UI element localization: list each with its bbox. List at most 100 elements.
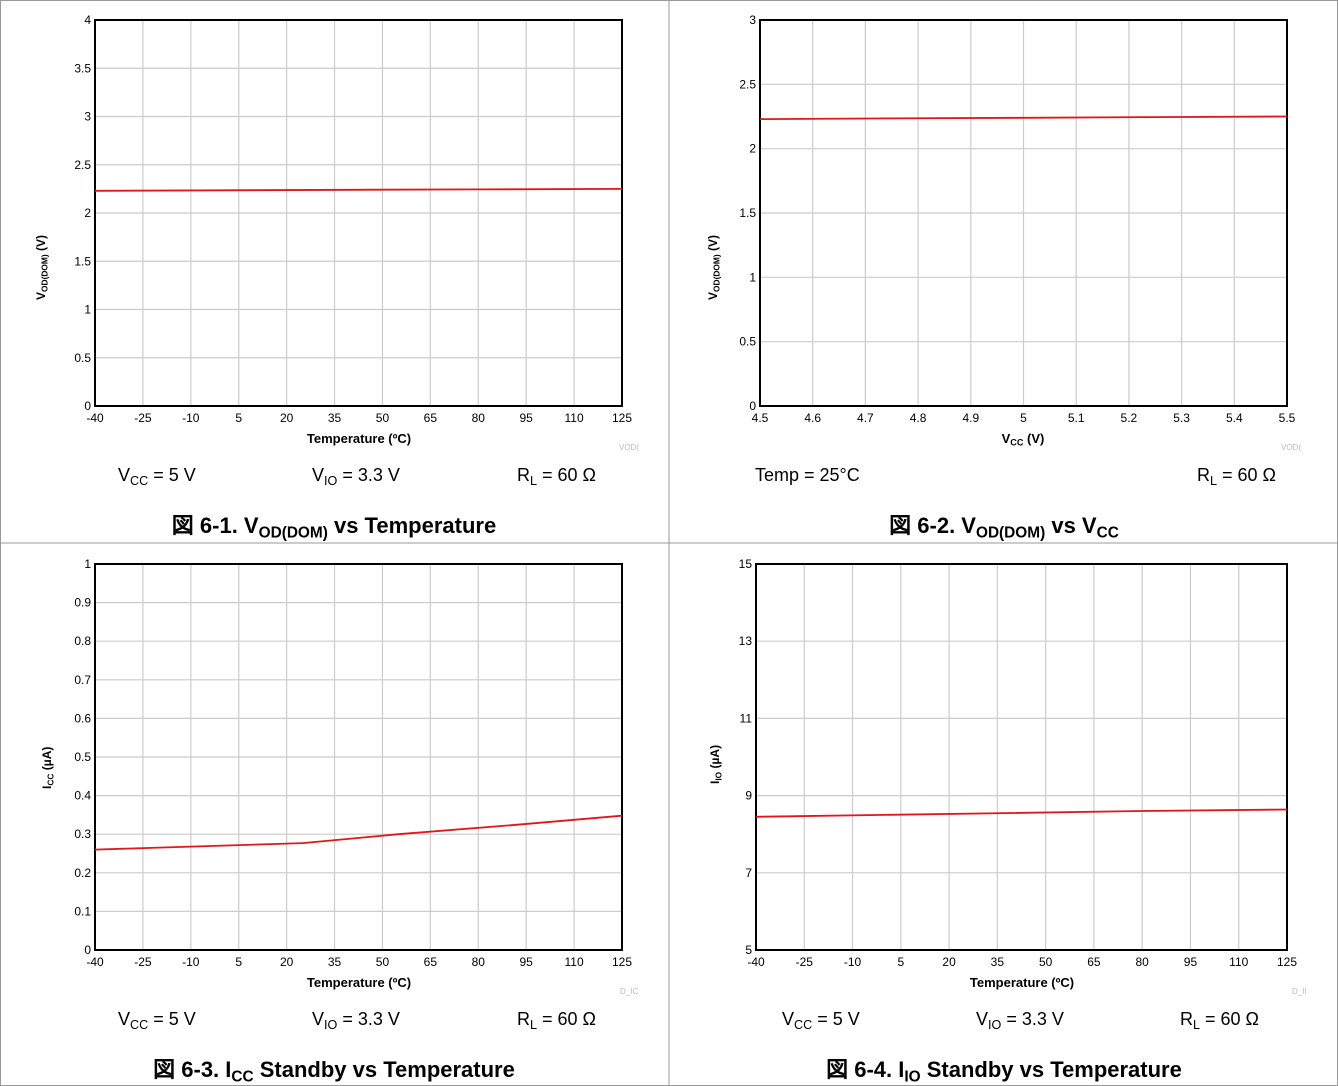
series-line bbox=[759, 115, 1288, 120]
x-tick-label: 4.7 bbox=[857, 411, 874, 425]
y-tick-label: 4 bbox=[84, 13, 91, 27]
y-axis-label: VOD(DOM) (V) bbox=[34, 234, 50, 300]
y-tick-label: 13 bbox=[739, 634, 753, 648]
y-tick-label: 0.5 bbox=[74, 750, 91, 764]
x-axis-label: Temperature (ºC) bbox=[306, 431, 412, 446]
x-tick-label: 80 bbox=[472, 955, 486, 969]
x-tick-label: 35 bbox=[328, 955, 342, 969]
condition-temp: Temp = 25°C bbox=[755, 465, 860, 485]
y-tick-label: 1.5 bbox=[739, 206, 756, 220]
x-tick-label: 20 bbox=[280, 411, 294, 425]
y-tick-label: 0.5 bbox=[74, 351, 91, 365]
condition-rl: RL = 60 Ω bbox=[517, 1009, 597, 1032]
y-tick-label: 0.9 bbox=[74, 596, 91, 610]
x-tick-label: 5.5 bbox=[1279, 411, 1296, 425]
x-tick-label: 80 bbox=[1136, 955, 1150, 969]
x-tick-label: -40 bbox=[747, 955, 765, 969]
plot-frame bbox=[94, 563, 623, 951]
y-tick-label: 11 bbox=[740, 711, 753, 725]
chart-svg-1: -40 -25 -10 5 20 35 50 65 80 95 110 125 0 0.5 1 1.5 2 2.5… bbox=[74, 13, 632, 425]
figure-id: VOD( bbox=[619, 443, 639, 452]
chart-svg-3: -40 -25 -10 5 20 35 50 65 80 95 110 125 0 0.1 0.2 0.3 0.… bbox=[74, 557, 632, 969]
y-axis-label: ICC (µA) bbox=[40, 746, 56, 789]
series-line bbox=[755, 808, 1288, 818]
y-tick-label: 0.7 bbox=[74, 673, 91, 687]
y-tick-label: 0.3 bbox=[74, 827, 91, 841]
y-tick-label: 3 bbox=[749, 13, 756, 27]
y-tick-label: 2 bbox=[749, 142, 756, 156]
chart-svg-2: 4.5 4.6 4.7 4.8 4.9 5 5.1 5.2 5.3 5.4 5.5 0 0.5 1 1.5 2… bbox=[739, 13, 1296, 425]
x-tick-label: 110 bbox=[565, 411, 584, 425]
x-axis-label: Temperature (ºC) bbox=[306, 975, 412, 990]
y-tick-label: 1 bbox=[84, 557, 91, 571]
y-tick-label: 2.5 bbox=[74, 158, 91, 172]
x-tick-label: 5 bbox=[235, 411, 242, 425]
figure-id: D_IC bbox=[620, 987, 639, 996]
y-tick-label: 2.5 bbox=[739, 77, 756, 91]
figure-id: VOD( bbox=[1281, 443, 1301, 452]
x-tick-label: 5.2 bbox=[1121, 411, 1138, 425]
x-tick-label: -40 bbox=[86, 411, 104, 425]
x-tick-label: 65 bbox=[424, 411, 438, 425]
x-tick-label: -10 bbox=[182, 955, 200, 969]
figure-caption: 図 6-1. VOD(DOM) vs Temperature bbox=[171, 513, 497, 542]
plot-frame bbox=[94, 19, 623, 407]
condition-vcc: VCC = 5 V bbox=[118, 1009, 196, 1032]
plot-frame bbox=[755, 563, 1288, 951]
x-tick-label: 35 bbox=[328, 411, 342, 425]
y-tick-label: 5 bbox=[745, 943, 752, 957]
x-tick-label: 5 bbox=[235, 955, 242, 969]
y-tick-label: 1 bbox=[749, 270, 756, 284]
x-tick-label: 65 bbox=[1087, 955, 1101, 969]
x-tick-label: -40 bbox=[86, 955, 104, 969]
y-tick-label: 0 bbox=[749, 399, 756, 413]
condition-rl: RL = 60 Ω bbox=[1180, 1009, 1260, 1032]
x-tick-label: 110 bbox=[1229, 955, 1248, 969]
chart-panel-3: -40 -25 -10 5 20 35 50 65 80 95 110 125 0 0.1 0.2 0.3 0.… bbox=[0, 544, 668, 1086]
x-tick-label: 110 bbox=[565, 955, 584, 969]
x-tick-label: 5.3 bbox=[1173, 411, 1190, 425]
x-tick-label: 50 bbox=[1039, 955, 1053, 969]
x-tick-label: 125 bbox=[612, 955, 632, 969]
x-tick-label: 20 bbox=[280, 955, 294, 969]
x-tick-label: 4.6 bbox=[804, 411, 821, 425]
series-line bbox=[94, 814, 623, 851]
series-line bbox=[94, 187, 623, 192]
condition-vcc: VCC = 5 V bbox=[118, 465, 196, 488]
x-tick-label: 95 bbox=[520, 955, 534, 969]
x-tick-label: -10 bbox=[844, 955, 862, 969]
y-tick-label: 0.1 bbox=[74, 904, 91, 918]
x-tick-label: 4.8 bbox=[910, 411, 927, 425]
figure-id: D_II bbox=[1292, 987, 1307, 996]
y-tick-label: 0 bbox=[84, 399, 91, 413]
x-tick-label: 80 bbox=[472, 411, 486, 425]
x-axis-label: VCC (V) bbox=[1001, 431, 1045, 448]
x-tick-label: 5 bbox=[1020, 411, 1027, 425]
y-tick-label: 2 bbox=[84, 206, 91, 220]
y-tick-label: 1.5 bbox=[74, 254, 91, 268]
figure-caption: 図 6-4. IIO Standby vs Temperature bbox=[826, 1057, 1182, 1086]
condition-vcc: VCC = 5 V bbox=[782, 1009, 860, 1032]
y-tick-label: 7 bbox=[745, 866, 752, 880]
y-tick-label: 9 bbox=[745, 789, 752, 803]
x-tick-label: -25 bbox=[796, 955, 814, 969]
y-tick-label: 0 bbox=[84, 943, 91, 957]
condition-rl: RL = 60 Ω bbox=[517, 465, 597, 488]
chart-svg-4: -40 -25 -10 5 20 35 50 65 80 95 110 125 5 7 9 11 13 15 bbox=[739, 557, 1298, 969]
x-axis-label: Temperature (ºC) bbox=[969, 975, 1075, 990]
x-tick-label: 4.9 bbox=[962, 411, 979, 425]
y-tick-label: 0.6 bbox=[74, 711, 91, 725]
x-tick-label: 125 bbox=[1277, 955, 1297, 969]
x-tick-label: 125 bbox=[612, 411, 632, 425]
x-tick-label: 50 bbox=[376, 411, 390, 425]
x-tick-label: 5.4 bbox=[1226, 411, 1243, 425]
plot-frame bbox=[759, 19, 1288, 407]
x-tick-label: 95 bbox=[520, 411, 534, 425]
y-tick-label: 0.5 bbox=[739, 335, 756, 349]
x-tick-label: 5.1 bbox=[1068, 411, 1085, 425]
x-tick-label: 5 bbox=[897, 955, 904, 969]
condition-rl: RL = 60 Ω bbox=[1197, 465, 1277, 488]
x-tick-label: -10 bbox=[182, 411, 200, 425]
condition-vio: VIO = 3.3 V bbox=[312, 1009, 400, 1032]
condition-vio: VIO = 3.3 V bbox=[312, 465, 400, 488]
